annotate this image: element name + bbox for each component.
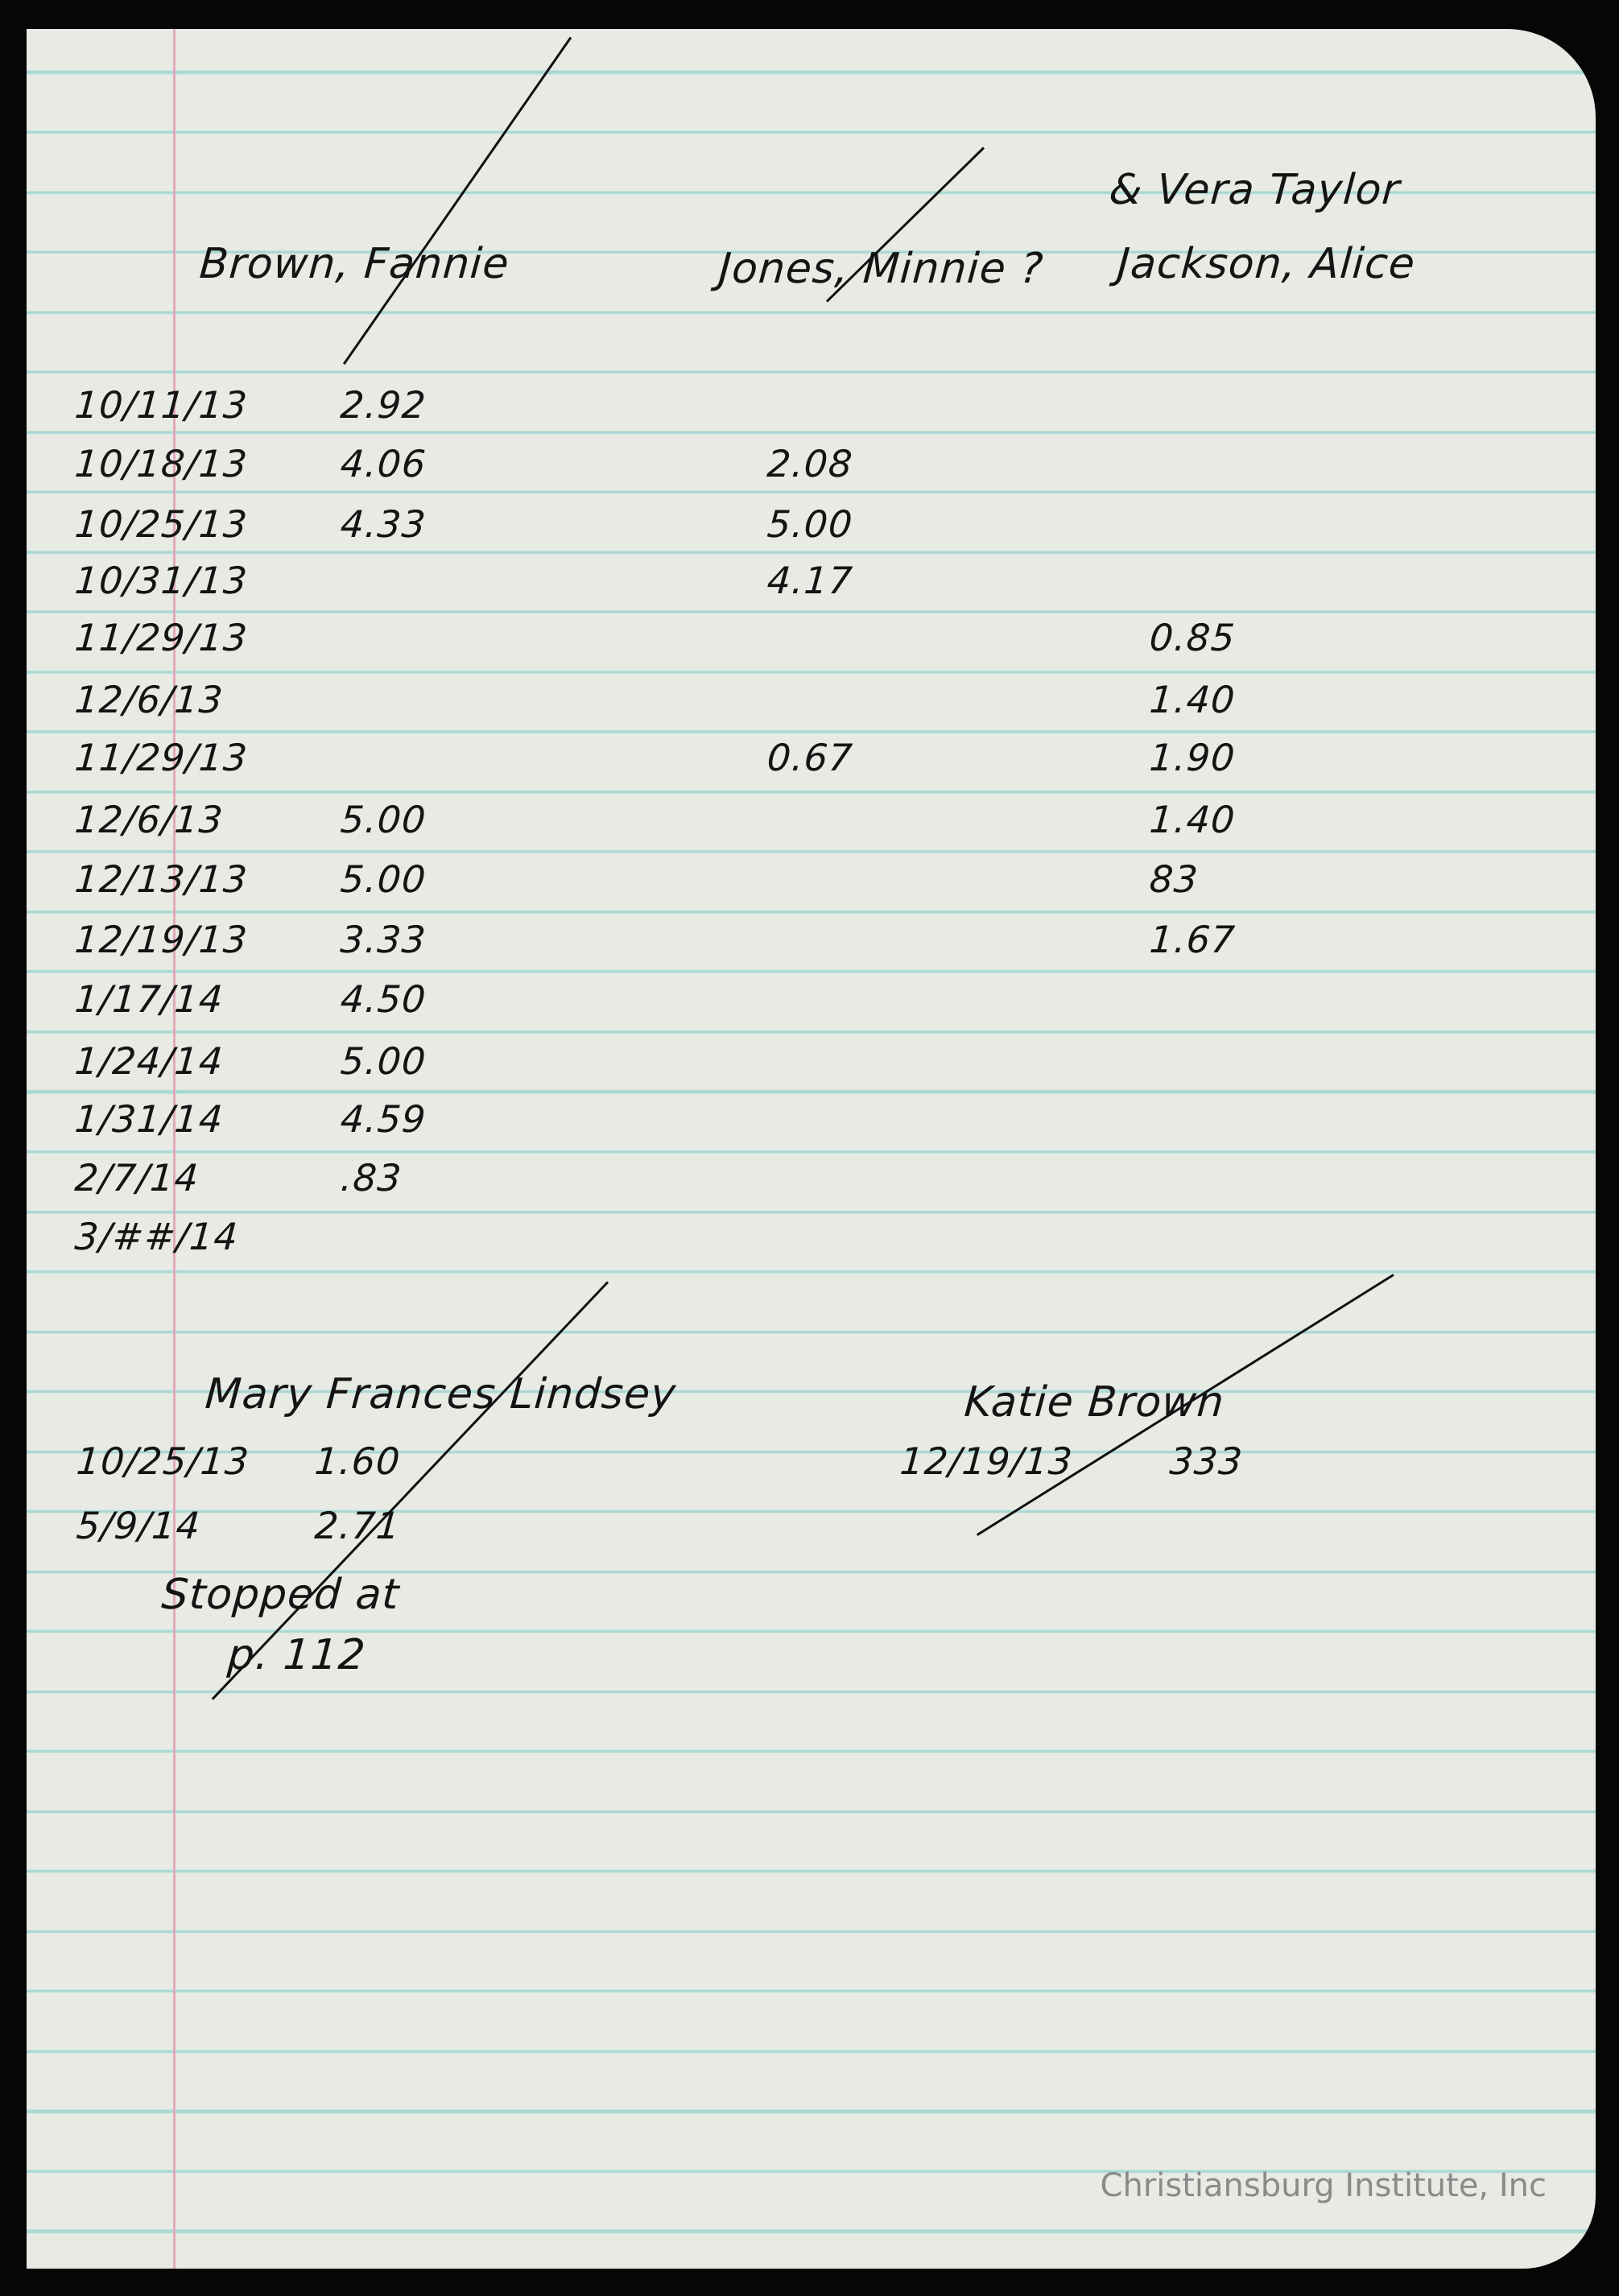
date-cell: 10/25/13 xyxy=(73,502,250,546)
date-cell: 10/18/13 xyxy=(73,442,250,485)
alice-amount: 83 xyxy=(1148,857,1200,901)
minnie-amount: 0.67 xyxy=(766,736,855,779)
alice-amount: 1.40 xyxy=(1148,678,1237,721)
lindsey-value: 1.60 xyxy=(313,1439,403,1483)
fannie-amount: .83 xyxy=(339,1156,404,1200)
date-cell: 12/6/13 xyxy=(73,798,225,841)
date-cell: 3/##/14 xyxy=(73,1215,240,1258)
date-cell: 1/17/14 xyxy=(73,977,225,1021)
strike-through-line xyxy=(211,1281,609,1700)
date-cell: 1/31/14 xyxy=(73,1097,225,1141)
header-vera-taylor: & Vera Taylor xyxy=(1107,166,1402,214)
header-jones-minnie: Jones, Minnie ? xyxy=(717,245,1046,293)
date-cell: 2/7/14 xyxy=(73,1156,200,1200)
katie-value: 333 xyxy=(1168,1439,1245,1483)
fannie-amount: 4.59 xyxy=(339,1097,428,1141)
lindsey-date: 5/9/14 xyxy=(75,1504,202,1547)
date-cell: 11/29/13 xyxy=(73,616,250,659)
fannie-amount: 4.33 xyxy=(339,502,428,546)
fannie-amount: 4.50 xyxy=(339,977,428,1021)
stopped-note: Stopped at xyxy=(159,1571,402,1619)
header-jackson-alice: Jackson, Alice xyxy=(1115,240,1417,288)
date-cell: 12/6/13 xyxy=(73,678,225,721)
strike-through-line xyxy=(342,36,572,365)
minnie-amount: 5.00 xyxy=(766,502,855,546)
watermark: Christiansburg Institute, Inc xyxy=(1100,2167,1547,2204)
fannie-amount: 5.00 xyxy=(339,1039,428,1083)
date-cell: 10/31/13 xyxy=(73,559,250,602)
alice-amount: 1.90 xyxy=(1148,736,1237,779)
header-brown-fannie: Brown, Fannie xyxy=(197,240,511,288)
fannie-amount: 5.00 xyxy=(339,798,428,841)
alice-amount: 1.67 xyxy=(1148,918,1237,961)
katie-date: 12/19/13 xyxy=(898,1439,1075,1483)
minnie-amount: 2.08 xyxy=(766,442,855,485)
date-cell: 10/11/13 xyxy=(73,383,250,427)
minnie-amount: 4.17 xyxy=(766,559,855,602)
header-mary-frances-lindsey: Mary Frances Lindsey xyxy=(203,1370,679,1418)
alice-amount: 1.40 xyxy=(1148,798,1237,841)
fannie-amount: 5.00 xyxy=(339,857,428,901)
notebook-page: Brown, Fannie Jones, Minnie ? & Vera Tay… xyxy=(27,29,1596,2269)
alice-amount: 0.85 xyxy=(1148,616,1237,659)
fannie-amount: 2.92 xyxy=(339,383,428,427)
date-cell: 1/24/14 xyxy=(73,1039,225,1083)
date-cell: 12/19/13 xyxy=(73,918,250,961)
date-cell: 11/29/13 xyxy=(73,736,250,779)
date-cell: 12/13/13 xyxy=(73,857,250,901)
fannie-amount: 4.06 xyxy=(339,442,428,485)
lindsey-date: 10/25/13 xyxy=(75,1439,251,1483)
fannie-amount: 3.33 xyxy=(339,918,428,961)
page-note: p. 112 xyxy=(225,1631,368,1679)
margin-line xyxy=(173,29,176,2269)
